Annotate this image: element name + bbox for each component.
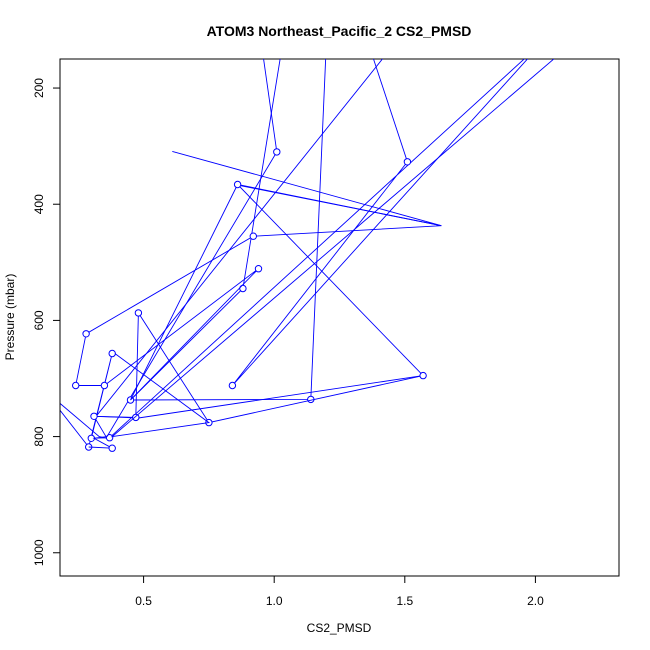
y-tick-label: 1000	[32, 539, 46, 566]
chart-title: ATOM3 Northeast_Pacific_2 CS2_PMSD	[207, 23, 472, 39]
data-point	[82, 330, 90, 338]
y-tick-label: 400	[32, 194, 46, 214]
y-axis-label: Pressure (mbar)	[3, 274, 17, 361]
data-point	[254, 265, 263, 273]
data-point	[273, 148, 281, 156]
data-point	[239, 284, 247, 293]
data-point	[108, 349, 116, 358]
x-tick-label: 0.5	[135, 594, 152, 608]
series-line-4	[75, 184, 442, 401]
x-tick-label: 1.5	[396, 594, 413, 608]
x-axis-label: CS2_PMSD	[307, 621, 372, 635]
plot-area	[60, 59, 555, 452]
series-line-6	[110, 59, 555, 438]
data-point	[132, 413, 140, 422]
data-point	[233, 180, 242, 189]
data-point	[72, 381, 80, 390]
series-line-1	[60, 59, 529, 449]
y-tick-label: 600	[32, 310, 46, 330]
series-line-2	[88, 59, 278, 449]
data-point	[403, 158, 412, 166]
data-point	[249, 232, 258, 240]
data-point	[419, 371, 427, 380]
data-point	[228, 381, 237, 390]
x-tick-label: 2.0	[527, 594, 544, 608]
y-tick-label: 800	[32, 426, 46, 446]
plot-frame	[59, 58, 620, 577]
series-line-5	[93, 59, 424, 424]
y-tick-label: 200	[32, 78, 46, 98]
x-axis: 0.5 1.0 1.5 2.0	[135, 575, 544, 608]
data-point	[108, 444, 116, 452]
data-point	[100, 381, 109, 390]
data-point	[90, 412, 98, 420]
data-point	[134, 309, 143, 317]
data-point	[105, 434, 114, 442]
x-tick-label: 1.0	[266, 594, 283, 608]
y-axis: 200 400 600 800 1000	[32, 78, 61, 566]
